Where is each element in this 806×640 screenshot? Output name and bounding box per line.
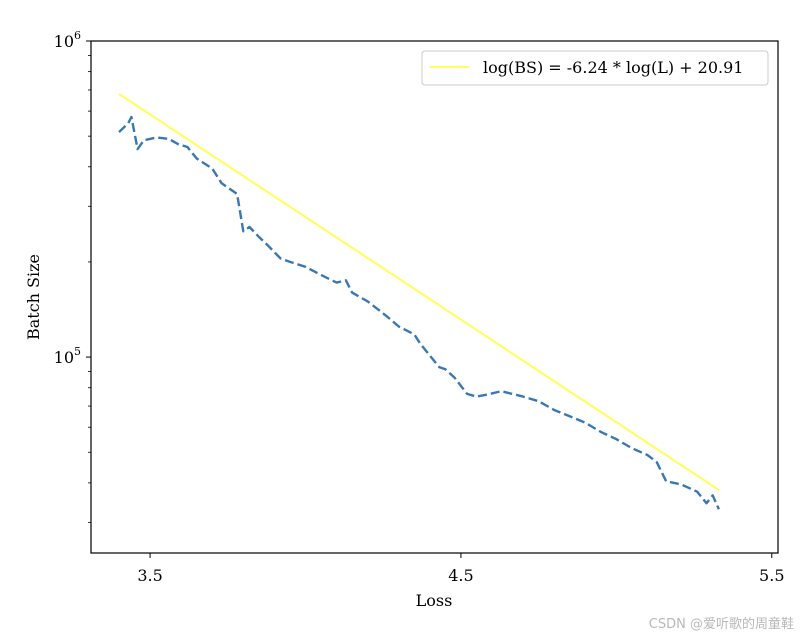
plot-frame [91,41,778,553]
plot-lines [119,94,719,509]
watermark-text: CSDN @爱听歌的周童鞋 [649,613,794,632]
series-observed-line [119,117,719,509]
legend: log(BS) = -6.24 * log(L) + 20.91 [422,51,768,85]
y-tick-label: 105 [54,345,81,367]
x-tick-label: 5.5 [759,566,784,585]
series-fit-line [119,94,719,490]
x-tick-label: 3.5 [137,566,162,585]
y-axis-label: Batch Size [24,254,43,340]
legend-fit-label: log(BS) = -6.24 * log(L) + 20.91 [483,58,743,77]
y-tick-label: 106 [54,29,81,51]
y-axis-ticks: 105 106 [54,29,91,522]
x-axis-label: Loss [416,591,453,610]
x-tick-label: 4.5 [448,566,473,585]
x-axis-ticks: 3.5 4.5 5.5 [137,553,784,585]
